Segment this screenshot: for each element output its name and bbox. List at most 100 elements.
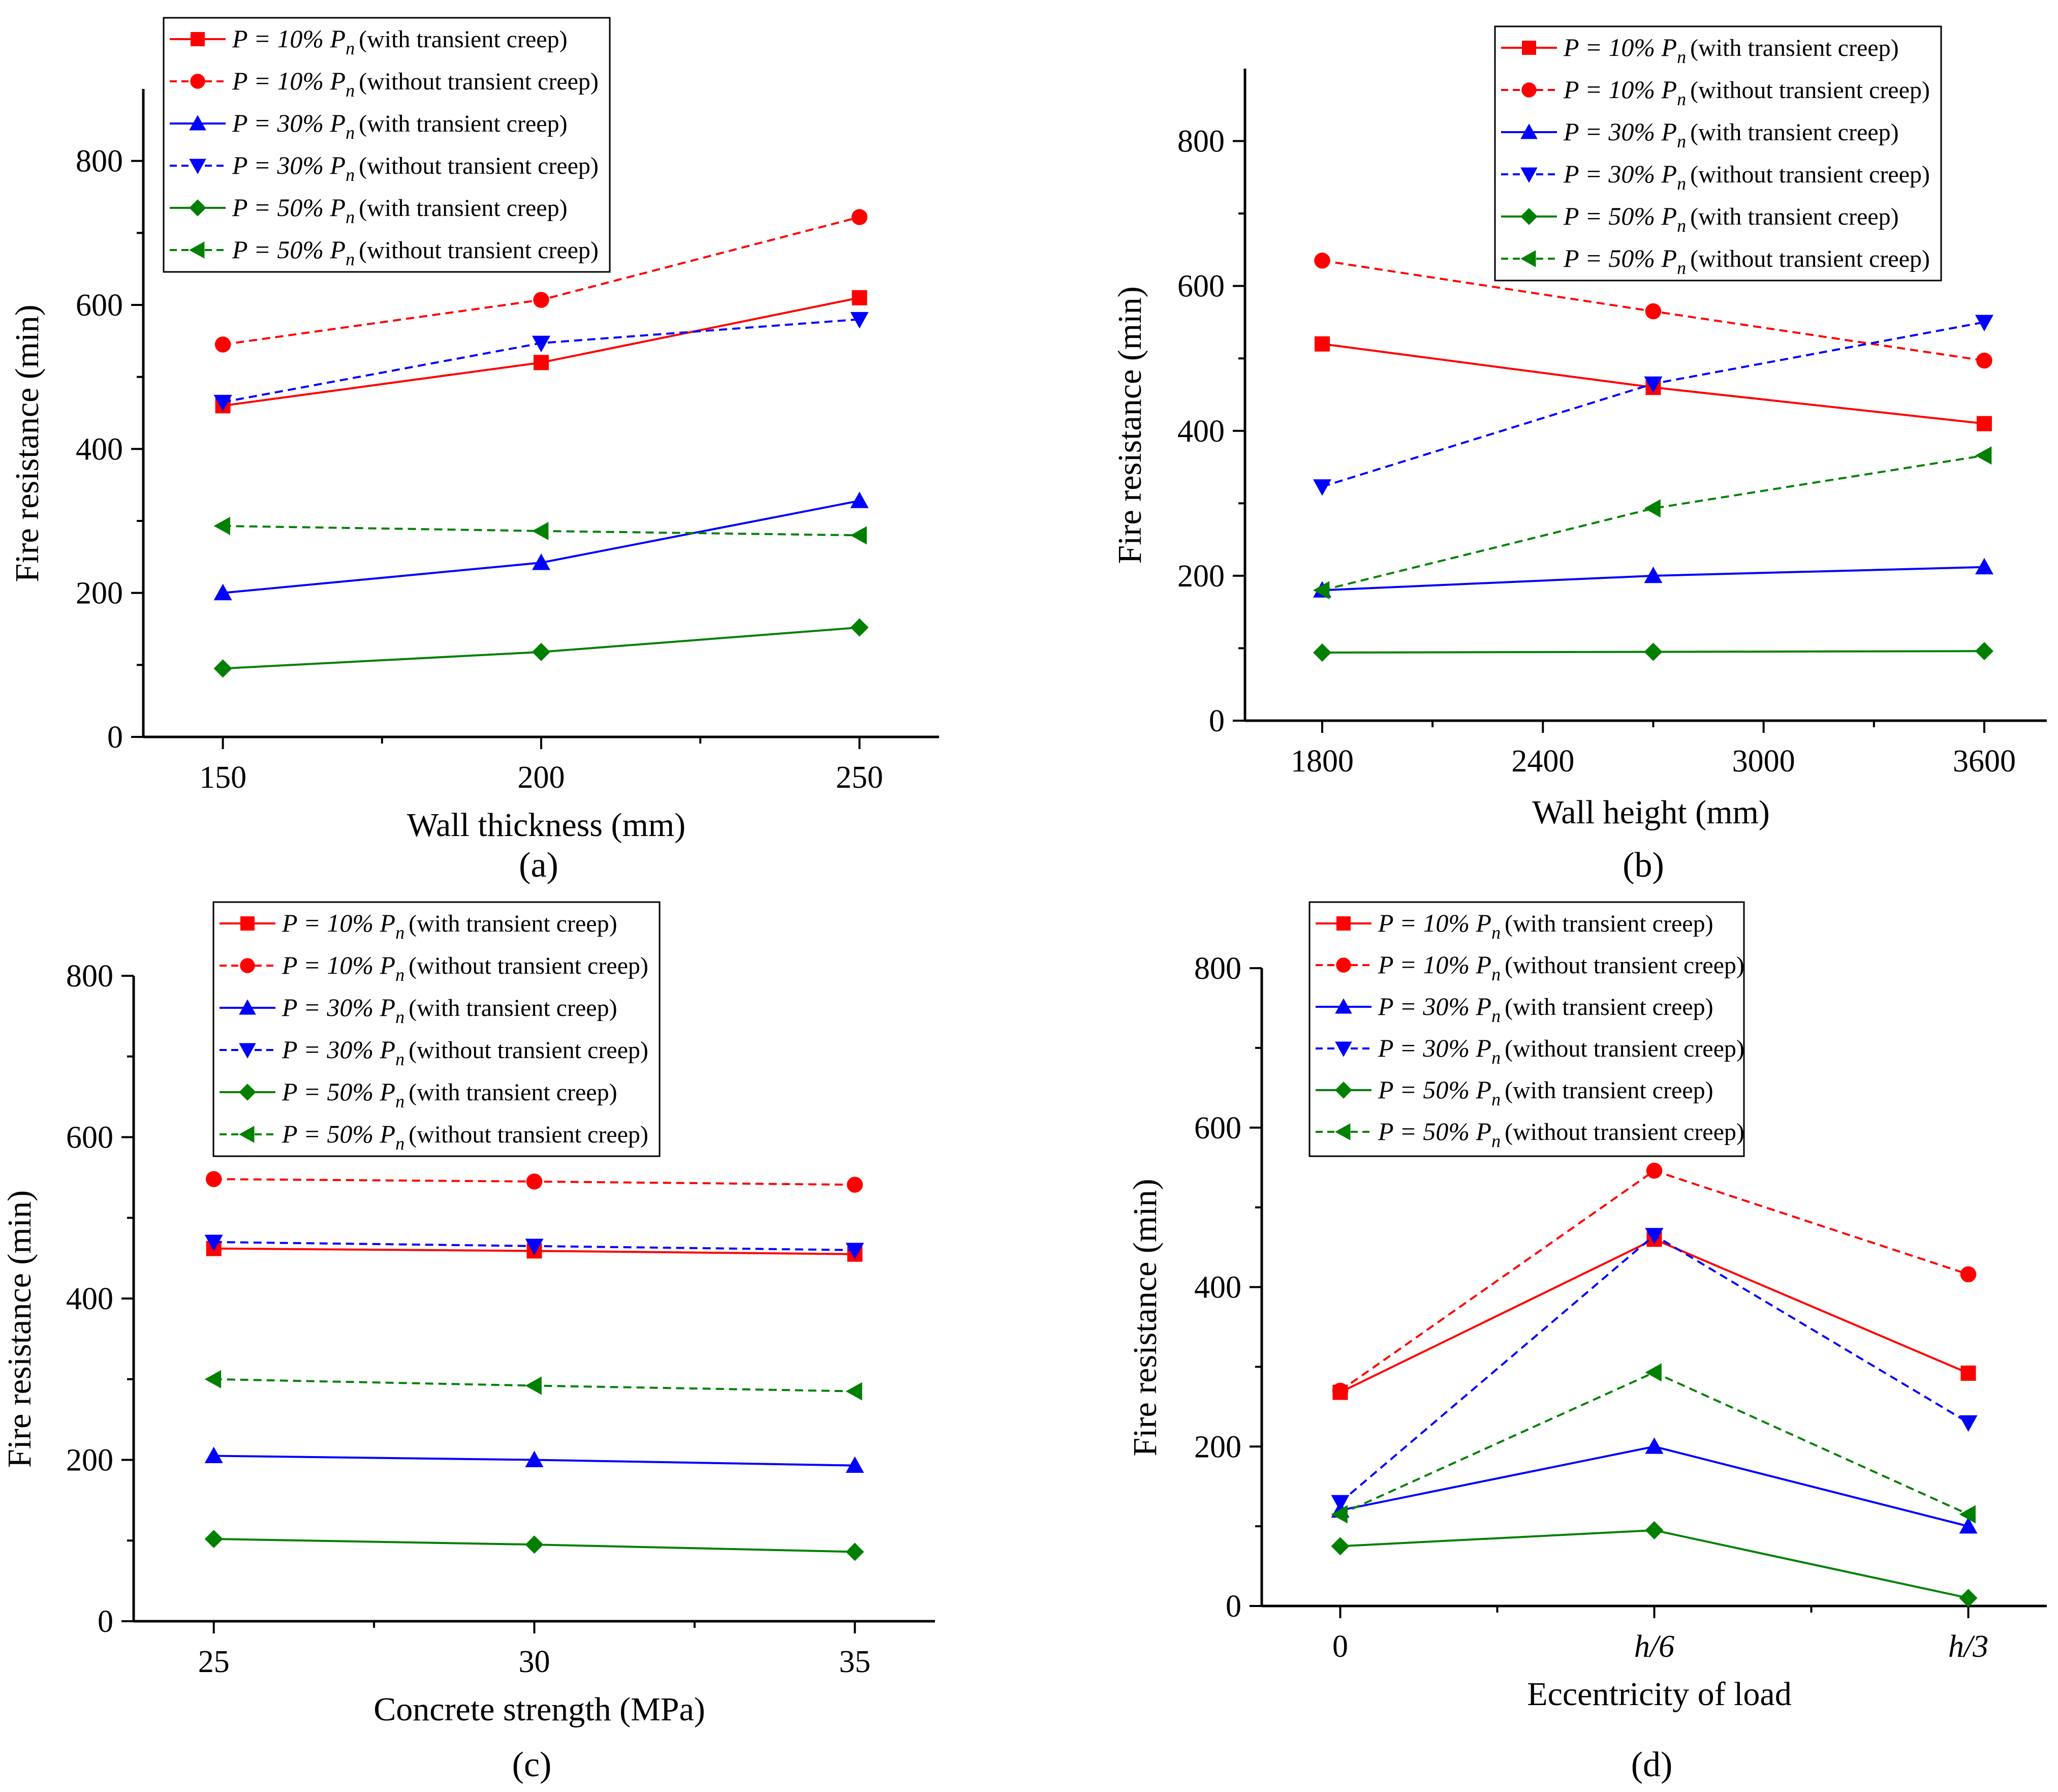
legend-note: (with transient creep) bbox=[409, 910, 617, 937]
legend-pn: P bbox=[1661, 202, 1677, 230]
legend-entry: P = 50% Pn (without transient creep) bbox=[1563, 244, 1930, 278]
legend-marker bbox=[1335, 1082, 1352, 1099]
legend-pn: P bbox=[1661, 117, 1677, 146]
legend-pn: P bbox=[1476, 1117, 1492, 1146]
legend-p: P = 10% bbox=[282, 951, 380, 979]
data-point bbox=[214, 336, 231, 353]
data-point bbox=[213, 516, 230, 535]
legend-pn: P bbox=[1661, 160, 1677, 188]
legend-entry: P = 50% Pn (with transient creep) bbox=[1563, 202, 1899, 236]
legend-entry: P = 30% Pn (without transient creep) bbox=[232, 151, 599, 185]
data-point bbox=[205, 1171, 222, 1187]
legend-box bbox=[1308, 901, 1745, 1157]
y-tick-label: 600 bbox=[1194, 1111, 1241, 1146]
data-point bbox=[534, 355, 549, 370]
legend-marker bbox=[1336, 916, 1351, 931]
legend-marker bbox=[190, 74, 205, 89]
chart-a: 0 200 400 600 800 150 200 250 Wall thickness (mm… bbox=[9, 17, 939, 885]
legend-p: P = 50% bbox=[1378, 1075, 1476, 1104]
legend-sub: n bbox=[1677, 258, 1686, 278]
data-point bbox=[850, 491, 869, 508]
x-tick-label: h/6 bbox=[1634, 1629, 1674, 1664]
legend-p: P = 10% bbox=[1378, 950, 1476, 979]
data-point bbox=[525, 1450, 544, 1467]
legend-sub: n bbox=[1491, 1047, 1501, 1068]
legend-entry: P = 30% Pn (without transient creep) bbox=[1563, 160, 1930, 194]
legend-entry: P = 50% Pn (with transient creep) bbox=[232, 193, 568, 227]
legend-note: (with transient creep) bbox=[359, 195, 567, 222]
data-point bbox=[1645, 1228, 1664, 1245]
legend-entry: P = 10% Pn (with transient creep) bbox=[1563, 33, 1899, 67]
legend-pn: P bbox=[330, 109, 346, 137]
legend-p: P = 30% bbox=[282, 1035, 380, 1064]
data-point bbox=[1332, 1382, 1349, 1399]
data-point bbox=[1976, 352, 1992, 369]
data-point bbox=[532, 642, 550, 661]
y-axis-label: Fire resistance (min) bbox=[1, 1190, 38, 1468]
data-point bbox=[1313, 479, 1332, 496]
data-point bbox=[532, 553, 550, 570]
legend-p: P = 10% bbox=[1563, 75, 1662, 104]
legend-sub: n bbox=[346, 122, 355, 143]
legend-sub: n bbox=[1491, 964, 1501, 984]
data-point bbox=[525, 1239, 544, 1255]
data-point bbox=[1959, 1589, 1978, 1608]
data-point bbox=[1960, 1365, 1976, 1381]
legend-entry: P = 50% Pn (with transient creep) bbox=[1378, 1075, 1713, 1109]
data-point bbox=[1960, 1266, 1977, 1283]
legend-sub: n bbox=[1491, 1131, 1501, 1151]
y-tick-label: 200 bbox=[76, 576, 123, 611]
legend-p: P = 30% bbox=[1378, 992, 1476, 1021]
data-point bbox=[213, 659, 232, 678]
legend-entry: P = 10% Pn (without transient creep) bbox=[1378, 950, 1744, 984]
data-point bbox=[1331, 1537, 1350, 1556]
legend-marker bbox=[1520, 123, 1538, 139]
legend-pn: P bbox=[330, 24, 346, 53]
x-tick-label: 2400 bbox=[1511, 744, 1574, 779]
legend-note: (without transient creep) bbox=[359, 68, 599, 95]
data-point bbox=[1645, 303, 1662, 320]
data-point bbox=[847, 1177, 863, 1193]
data-point bbox=[532, 335, 550, 353]
chart-c: 0 200 400 600 800 25 30 35 Concrete strength (MP… bbox=[1, 901, 935, 1784]
legend-marker bbox=[240, 916, 255, 931]
legend-note: (without transient creep) bbox=[409, 1121, 648, 1148]
legend-entry: P = 50% Pn (without transient creep) bbox=[1378, 1117, 1744, 1151]
data-point bbox=[1976, 416, 1992, 431]
legend-sub: n bbox=[1677, 131, 1686, 151]
x-tick-label: 1800 bbox=[1291, 744, 1354, 779]
legend-marker bbox=[1336, 957, 1351, 973]
series-line bbox=[223, 500, 860, 594]
legend-note: (without transient creep) bbox=[1690, 245, 1930, 272]
legend-sub: n bbox=[1491, 1089, 1501, 1109]
y-tick-label: 800 bbox=[1194, 951, 1241, 986]
legend-entry: P = 10% Pn (with transient creep) bbox=[282, 909, 617, 943]
legend-p: P = 50% bbox=[1563, 202, 1662, 230]
data-point bbox=[851, 209, 868, 225]
legend-note: (with transient creep) bbox=[1690, 119, 1898, 146]
data-point bbox=[1975, 558, 1993, 575]
legend-marker bbox=[189, 241, 205, 259]
x-axis-label: Wall height (mm) bbox=[1532, 794, 1770, 831]
legend-note: (without transient creep) bbox=[1505, 952, 1744, 979]
legend-note: (with transient creep) bbox=[359, 110, 567, 137]
data-point bbox=[850, 312, 869, 329]
data-point bbox=[1331, 1505, 1348, 1524]
legend: P = 10% Pn (with transient creep)P = 10% … bbox=[1494, 25, 1942, 282]
legend-marker bbox=[1522, 41, 1536, 55]
y-tick-label: 400 bbox=[76, 432, 123, 467]
legend-marker bbox=[189, 115, 206, 131]
x-tick-label: 0 bbox=[1332, 1629, 1348, 1664]
legend-note: (without transient creep) bbox=[409, 952, 648, 979]
legend-marker bbox=[240, 958, 255, 973]
legend-pn: P bbox=[1476, 992, 1492, 1021]
y-tick-label: 400 bbox=[1177, 414, 1225, 449]
legend-marker bbox=[239, 1043, 256, 1059]
y-tick-label: 200 bbox=[1177, 559, 1225, 594]
legend: P = 10% Pn (with transient creep)P = 10% … bbox=[163, 17, 611, 273]
legend-note: (without transient creep) bbox=[1690, 77, 1930, 104]
legend-p: P = 10% bbox=[1378, 909, 1476, 937]
legend-marker bbox=[189, 199, 206, 217]
series-line bbox=[1340, 1529, 1969, 1599]
y-tick-label: 0 bbox=[1209, 704, 1225, 738]
